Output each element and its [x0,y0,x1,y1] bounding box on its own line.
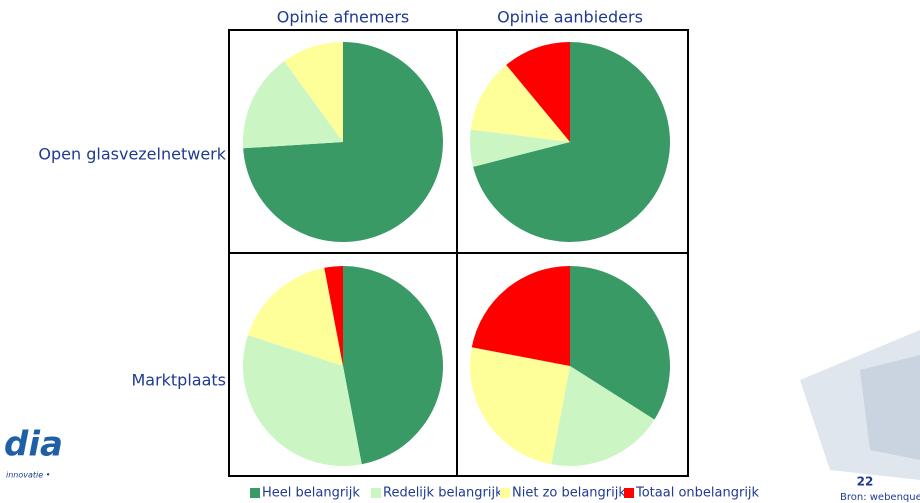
pie-slice [247,267,343,366]
page-number: 22 [857,475,874,489]
legend-label: Heel belangrijk [262,486,360,501]
row-label: Open glasvezelnetwerk [38,145,226,164]
pie-slice [243,42,443,242]
legend-label: Totaal onbelangrijk [635,486,760,501]
pie-slice [551,366,655,466]
pie-slice [473,42,670,242]
pie-slice [243,335,362,466]
column-header: Opinie aanbieders [497,8,643,27]
legend-label: Niet zo belangrijk [512,486,626,501]
pie-slice [284,42,343,142]
legend-swatch [371,488,381,498]
pie-slice [469,347,570,465]
legend: Heel belangrijk Redelijk belangrijk Niet z… [250,486,760,501]
legend-swatch [500,488,510,498]
pie-slice [471,266,570,366]
legend-swatch [624,488,634,498]
tagline: innovatie • [6,471,50,480]
source: Bron: webenquete [840,492,920,503]
pie-slice [324,266,343,366]
pie-slice [470,129,570,167]
logo: dia [4,425,63,465]
column-header: Opinie afnemers [277,8,409,27]
legend-swatch [250,488,260,498]
pie-slice [243,61,343,149]
pie-slice [343,266,444,465]
row-label: Marktplaats [131,371,226,390]
pie-slice [470,64,570,142]
decor-shape [860,355,920,460]
legend-label: Redelijk belangrijk [383,486,503,501]
pie-slice [506,42,570,142]
pie-slice [570,266,670,420]
